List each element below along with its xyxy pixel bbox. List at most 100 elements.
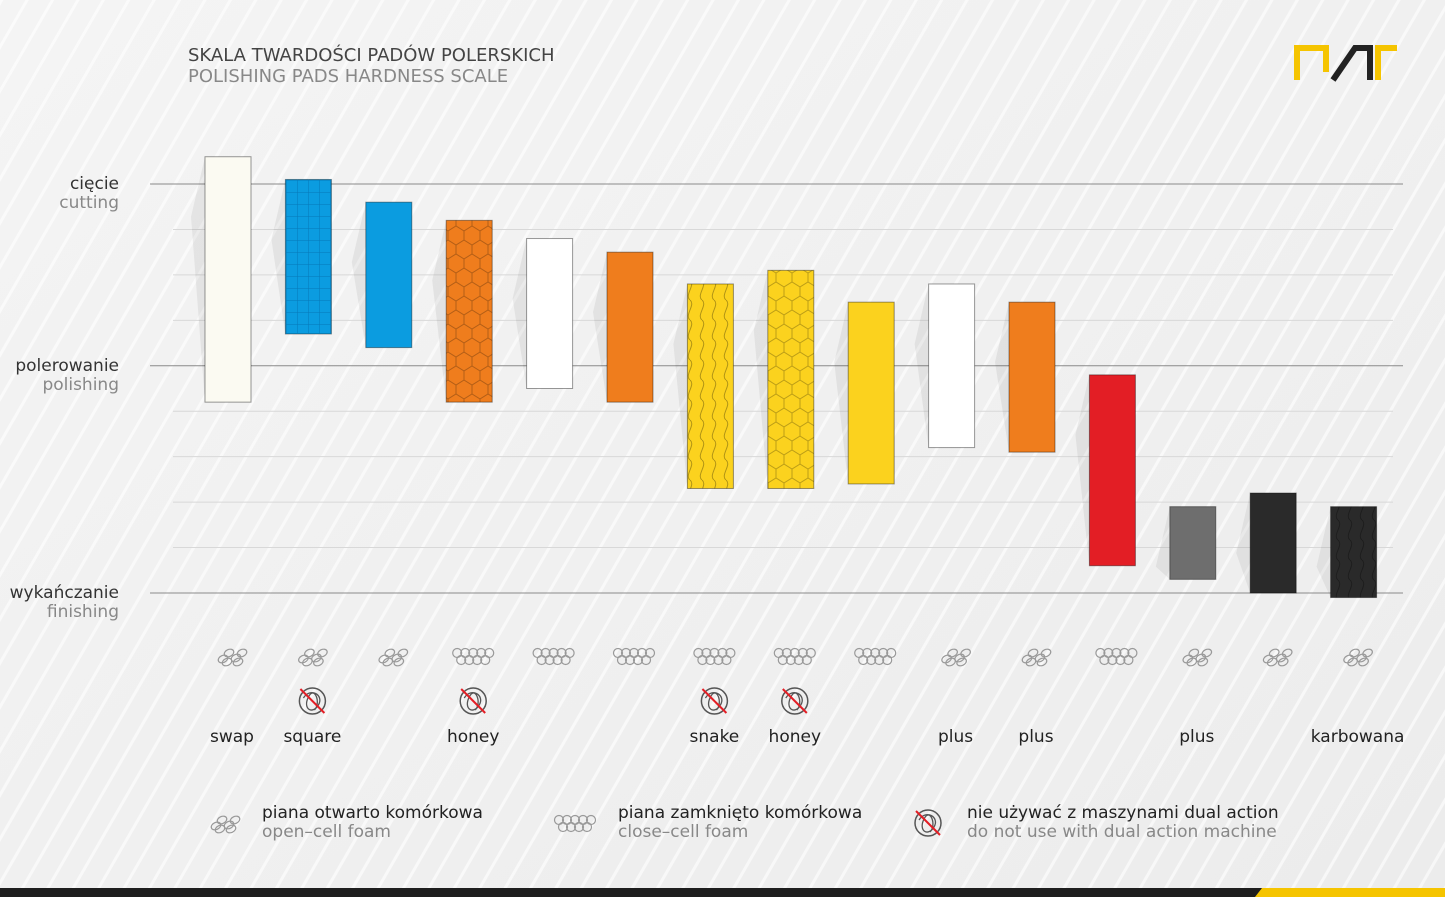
- subtitle: POLISHING PADS HARDNESS SCALE: [188, 66, 508, 87]
- bar: [1088, 374, 1136, 567]
- foam-icon: [1021, 648, 1052, 667]
- foam-icon: [1095, 647, 1138, 666]
- no-dual-slash: [299, 688, 326, 714]
- no-dual-scribble: [918, 814, 937, 833]
- foam-loop: [214, 824, 226, 834]
- foam-loop: [1188, 648, 1200, 658]
- footer-bar: [0, 888, 1445, 897]
- legend-label: piana otwarto komórkowa: [262, 803, 483, 823]
- foam-cell: [721, 654, 732, 666]
- foam-cell: [456, 654, 467, 666]
- foam-cell: [785, 654, 796, 666]
- foam-loop: [1027, 648, 1039, 658]
- no-dual-icon: [298, 687, 327, 715]
- x-tick-label: honey: [447, 727, 499, 747]
- foam-loop: [304, 648, 315, 658]
- foam-cell: [705, 654, 716, 666]
- foam-icon: [693, 647, 736, 666]
- bar-shadow: [593, 252, 607, 403]
- foam-icon: [941, 648, 971, 667]
- bar-pattern: [285, 179, 332, 334]
- foam-loop: [393, 657, 405, 667]
- foam-cell: [1115, 654, 1126, 666]
- x-tick-label: karbowana: [1311, 727, 1405, 747]
- foam-icon: [217, 648, 248, 667]
- bar-pattern: [687, 283, 734, 489]
- foam-loop: [229, 815, 241, 825]
- foam-cell: [480, 654, 491, 666]
- bar: [1249, 492, 1297, 594]
- no-dual-ring: [700, 687, 729, 715]
- no-dual-slash: [782, 688, 808, 714]
- foam-cell: [640, 654, 652, 666]
- bar-shadow: [351, 202, 366, 348]
- bar-pattern: [1330, 506, 1377, 598]
- foam-loop: [397, 648, 409, 658]
- y-tick-label-en: finishing: [47, 602, 119, 622]
- foam-icon: [1262, 648, 1293, 667]
- foam-icon: [773, 647, 816, 666]
- bar: [1008, 301, 1056, 453]
- logo: [1294, 45, 1397, 82]
- foam-cell: [697, 654, 708, 666]
- foam-loop: [1040, 648, 1052, 658]
- foam-loop: [956, 657, 967, 667]
- no-dual-scribble: [463, 692, 482, 711]
- foam-loop: [384, 648, 396, 658]
- foam-cell: [616, 654, 628, 666]
- bar: [204, 156, 252, 403]
- logo-c: [1375, 45, 1397, 80]
- foam-cell: [793, 654, 804, 666]
- no-dual-icon: [781, 687, 809, 715]
- foam-loop: [1186, 657, 1198, 667]
- foam-loop: [221, 657, 233, 667]
- foam-loop: [216, 815, 228, 825]
- foam-loop: [1281, 648, 1293, 658]
- legend-label-en: do not use with dual action machine: [967, 822, 1277, 842]
- foam-icon: [854, 647, 897, 666]
- foam-loop: [223, 648, 235, 658]
- foam-loop: [1266, 657, 1278, 667]
- no-dual-ring: [781, 687, 809, 715]
- y-tick-label: polerowanie: [15, 356, 119, 376]
- y-tick-label: cięcie: [70, 174, 119, 194]
- foam-cell: [882, 654, 893, 666]
- no-dual-slash: [701, 688, 728, 714]
- x-tick-label: swap: [210, 727, 254, 747]
- foam-loop: [1268, 648, 1280, 658]
- no-dual-icon: [700, 687, 729, 715]
- foam-loop: [225, 824, 237, 834]
- foam-cell: [1099, 654, 1110, 666]
- foam-cell: [472, 654, 483, 666]
- foam-cell: [573, 821, 585, 833]
- bar-shadow: [673, 283, 688, 489]
- y-tick-label-en: polishing: [42, 375, 119, 395]
- no-dual-ring: [914, 809, 942, 837]
- y-tick-label-en: cutting: [59, 193, 119, 213]
- foam-cell: [713, 654, 724, 666]
- foam-cell: [801, 654, 812, 666]
- x-tick-label: plus: [938, 727, 973, 747]
- logo-n: [1294, 45, 1329, 80]
- foam-icon: [298, 648, 328, 667]
- foam-cell: [858, 654, 869, 666]
- foam-cell: [552, 654, 563, 666]
- foam-cell: [464, 654, 475, 666]
- foam-cell: [560, 654, 571, 666]
- no-dual-scribble: [704, 692, 723, 711]
- foam-cell: [536, 654, 547, 666]
- foam-icon: [452, 647, 495, 666]
- foam-loop: [313, 657, 324, 667]
- foam-cell: [624, 654, 636, 666]
- bar: [526, 238, 574, 389]
- bar: [928, 283, 976, 449]
- legend-label: piana zamknięto komórkowa: [618, 803, 862, 823]
- foam-icon: [532, 647, 575, 666]
- bar-shadow: [271, 179, 286, 334]
- foam-loop: [947, 648, 958, 658]
- bar-shadow: [432, 220, 447, 403]
- x-tick-label: square: [283, 727, 341, 747]
- no-dual-icon: [459, 687, 487, 715]
- foam-loop: [1362, 648, 1373, 658]
